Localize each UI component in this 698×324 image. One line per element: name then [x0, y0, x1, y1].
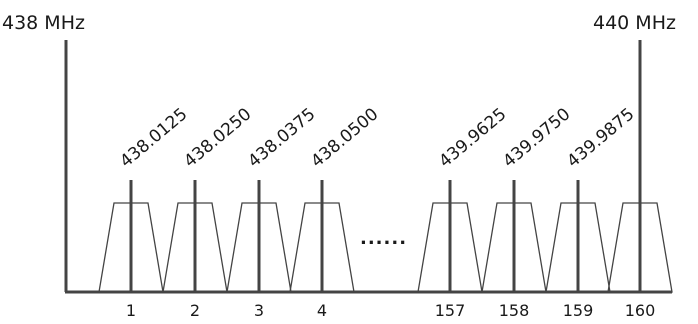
channel-frequency-159: 439.9875	[563, 104, 638, 171]
channel-frequency-158: 439.9750	[499, 104, 574, 171]
channel-frequency-157: 439.9625	[435, 104, 510, 171]
channel-group: 1 438.0125 2 438.0250 3 438.0375 4 438.0500 157 4…	[98, 104, 673, 320]
channel-mask-2	[162, 202, 228, 293]
channel-number-158: 158	[499, 301, 530, 320]
channel-mask-160	[607, 202, 673, 293]
band-edge-right-label: 440 MHz	[593, 12, 676, 34]
channel-number-2: 2	[190, 301, 200, 320]
channel-frequency-3: 438.0375	[244, 104, 319, 171]
channel-number-1: 1	[126, 301, 136, 320]
channel-mask-1	[98, 202, 164, 293]
channel-number-157: 157	[435, 301, 466, 320]
channel-frequency-2: 438.0250	[180, 104, 255, 171]
channel-mask-158	[481, 202, 547, 293]
channel-frequency-4: 438.0500	[307, 104, 382, 171]
channel-number-159: 159	[563, 301, 594, 320]
channel-mask-159	[545, 202, 611, 293]
channel-gap-ellipsis: ......	[360, 228, 407, 249]
channel-number-160: 160	[625, 301, 656, 320]
channel-frequency-1: 438.0125	[116, 104, 191, 171]
channel-number-3: 3	[254, 301, 264, 320]
channel-mask-4	[289, 202, 355, 293]
channel-mask-157	[417, 202, 483, 293]
channel-number-4: 4	[317, 301, 327, 320]
band-edge-left-label: 438 MHz	[2, 12, 85, 34]
channel-mask-3	[226, 202, 292, 293]
